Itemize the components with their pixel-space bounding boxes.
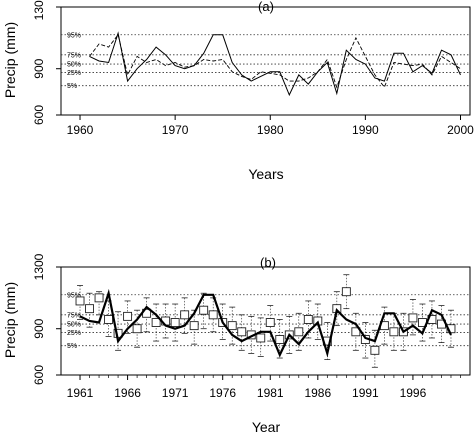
panel-a-x-tick-label: 1960 (67, 123, 94, 137)
panel-a-y-axis-label: Precip (mm) (2, 22, 18, 98)
panel-a-ref-label-25pct: 25% (67, 70, 81, 77)
panel-a-reference-lines: 95% 75% 50%25% 5% (61, 32, 470, 90)
panel-b-x-tick-label: 1976 (209, 386, 236, 400)
panel-b-box-1999 (437, 305, 446, 344)
panel-b-x-tick-label: 1966 (114, 386, 141, 400)
panel-b-ref-label-25pct: 25% (67, 330, 81, 337)
panel-b-y-tick-label: 1300 (32, 253, 46, 280)
panel-a-x-tick-label: 1980 (257, 123, 284, 137)
panel-b-ref-label-50pct: 50% (67, 322, 81, 329)
panel-a-ref-label-75pct: 75% (67, 52, 81, 59)
panel-b-box-1998 (427, 300, 437, 339)
panel-a-y-tick-label: 600 (32, 105, 46, 125)
panel-b-x-tick-label: 1981 (257, 386, 284, 400)
panel-a-y-axis: 600 900 1300 (32, 0, 61, 125)
panel-a-series-dashed (89, 33, 461, 89)
panel-a-plot-frame (60, 6, 471, 116)
panel-b-box-1968 (142, 297, 152, 333)
panel-b-box-1992 (370, 329, 380, 368)
panel-b-box-1991 (360, 322, 370, 359)
panel-a-ref-label-5pct: 5% (67, 83, 77, 90)
panel-b-box-1972 (180, 297, 190, 334)
panel-b-box-1979 (246, 315, 256, 354)
panel-b-box-1967 (132, 309, 142, 348)
panel-b-box-1969 (151, 303, 161, 342)
panel-b-observed-line (79, 288, 452, 358)
panel-b-x-axis-label: Year (252, 419, 281, 435)
panel-b-box-1963 (94, 291, 104, 316)
panel-a-x-axis: 1960 1970 1980 1990 2000 (67, 115, 474, 137)
panel-b: (b) 95%75%50%25%5% 1961 1966 1971 1976 1981 1… (2, 253, 471, 435)
panel-b-ref-label-95pct: 95% (67, 292, 81, 299)
panel-b-x-tick-label: 1996 (400, 386, 427, 400)
panel-b-ref-label-5pct: 5% (67, 343, 77, 350)
panel-b-box-1980 (256, 317, 266, 357)
panel-b-box-1961 (75, 285, 85, 320)
panel-b-y-tick-label: 900 (32, 318, 46, 338)
panel-b-y-axis-label: Precip (mm) (2, 282, 18, 358)
panel-b-box-1971 (170, 303, 180, 342)
panel-b-x-tick-label: 1961 (67, 386, 94, 400)
panel-b-box-1977 (227, 306, 237, 345)
panel-a-ref-label-50pct: 50% (67, 62, 81, 69)
panel-a-y-tick-label: 900 (32, 58, 46, 78)
panel-b-y-axis: 600 900 1300 (32, 253, 61, 385)
panel-b-boxes (75, 274, 456, 368)
panel-a-x-tick-label: 1970 (162, 123, 189, 137)
panel-b-ref-label-75pct: 75% (67, 312, 81, 319)
panel-b-box-1982 (275, 319, 285, 359)
panel-b-plot-frame (60, 266, 471, 376)
panel-b-title: (b) (260, 255, 276, 270)
panel-a-y-tick-label: 1300 (32, 0, 46, 20)
panel-b-box-1996 (408, 298, 418, 336)
panel-a-series (89, 31, 461, 97)
panel-b-box-1985 (303, 300, 313, 339)
panel-b-series (79, 288, 452, 358)
panel-b-x-tick-label: 1991 (352, 386, 379, 400)
panel-a-ref-label-95pct: 95% (67, 32, 81, 39)
panel-a-series-solid (89, 31, 461, 97)
panel-a-x-tick-label: 1990 (352, 123, 379, 137)
panel-b-y-tick-label: 600 (32, 365, 46, 385)
panel-b-x-axis: 1961 1966 1971 1976 1981 1986 1991 1996 (67, 375, 461, 400)
panel-b-box-1989 (341, 274, 351, 310)
panel-b-box-1997 (417, 303, 427, 342)
panel-a: (a) 95%75%50%25%5% 1960 1970 1980 1990 2000 … (2, 0, 474, 182)
panel-b-x-tick-label: 1971 (162, 386, 189, 400)
panel-b-x-tick-label: 1986 (304, 386, 331, 400)
panel-b-box-1981 (265, 305, 275, 342)
panel-a-x-axis-label: Years (248, 166, 283, 182)
panel-b-box-1978 (237, 314, 247, 351)
panel-b-box-1990 (351, 312, 361, 351)
panel-a-x-tick-label: 2000 (447, 123, 474, 137)
panel-b-box-1974 (199, 292, 209, 330)
